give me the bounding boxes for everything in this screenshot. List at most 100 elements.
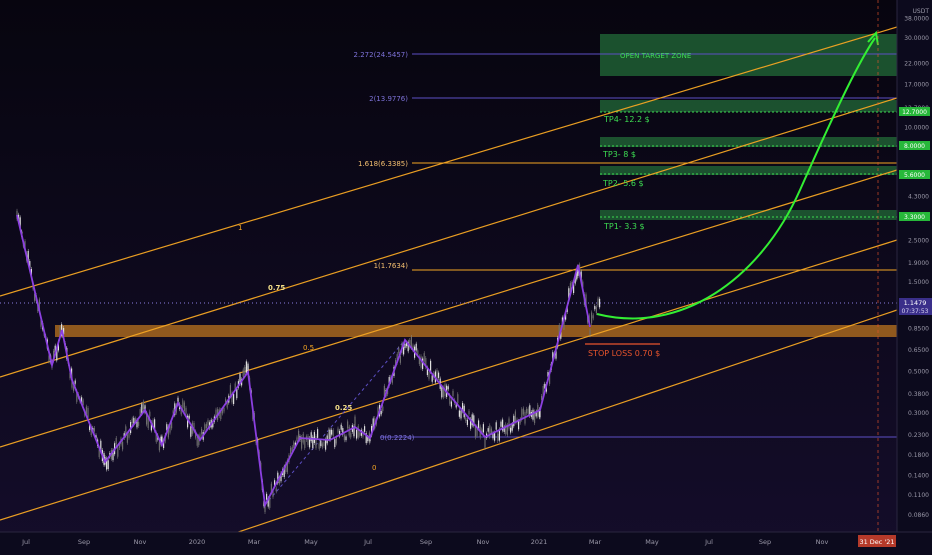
y-tick-label: 0.1100 xyxy=(908,492,929,499)
candle-body xyxy=(592,315,594,319)
x-tick-label: Sep xyxy=(420,538,432,546)
currency-label: USDT xyxy=(913,8,930,15)
candle-body xyxy=(585,294,587,305)
candle-body xyxy=(307,436,309,445)
candle-body xyxy=(372,418,374,429)
candle-body xyxy=(450,401,452,407)
tp4-zone xyxy=(600,100,897,112)
x-tick-label: Mar xyxy=(248,538,261,546)
candle-body xyxy=(395,359,397,366)
candle-body xyxy=(345,436,347,441)
candle-body xyxy=(391,375,393,383)
candle-body xyxy=(169,425,171,433)
candle-body xyxy=(126,434,128,443)
candle-body xyxy=(426,367,428,376)
candle-body xyxy=(320,440,322,447)
candle-body xyxy=(196,437,198,446)
price-scale[interactable] xyxy=(897,0,932,532)
candle-body xyxy=(356,429,358,439)
candle-body xyxy=(447,386,449,390)
candle-body xyxy=(544,383,546,389)
candle-body xyxy=(223,407,225,412)
candle-body xyxy=(85,406,87,414)
candle-body xyxy=(462,403,464,412)
candle-body xyxy=(161,436,163,443)
x-axis-ticks: Jul Sep Nov 2020 Mar May Jul Sep Nov 2021 Mar May Ju… xyxy=(21,538,828,546)
candle-body xyxy=(53,350,55,361)
candle-body xyxy=(460,410,462,419)
fib-levels: 2.272(24.5457) 2(13.9776) 1.618(6.3385) … xyxy=(354,51,897,442)
candle-body xyxy=(149,411,151,417)
candle-body xyxy=(468,411,470,415)
support-zone xyxy=(55,325,897,337)
target-zones xyxy=(600,34,897,220)
candle-body xyxy=(182,400,184,408)
x-tick-label: 2021 xyxy=(531,538,548,546)
candle-body xyxy=(296,437,298,442)
candle-body xyxy=(142,401,144,410)
candle-body xyxy=(138,421,140,426)
x-tick-label: Nov xyxy=(477,538,490,546)
candle-body xyxy=(183,402,185,412)
candle-body xyxy=(360,429,362,436)
candle-body xyxy=(34,293,36,301)
candle-body xyxy=(503,426,505,432)
time-scale[interactable] xyxy=(0,532,932,550)
candle-body xyxy=(57,341,59,351)
candle-body xyxy=(510,427,512,433)
candle-body xyxy=(476,426,478,436)
candle-body xyxy=(455,404,457,408)
candle-body xyxy=(106,458,108,470)
candle-body xyxy=(339,430,341,437)
candle-body xyxy=(506,424,508,435)
y-tick-label: 0.3800 xyxy=(908,391,929,398)
candle-body xyxy=(328,429,330,440)
candle-body xyxy=(73,386,75,391)
candle-body xyxy=(122,441,124,450)
candle-body xyxy=(244,366,246,375)
fib-label-0: 0(0.2224) xyxy=(380,434,415,442)
x-tick-label: Mar xyxy=(589,538,602,546)
candle-body xyxy=(16,210,18,219)
candle-body xyxy=(226,401,228,408)
candle-body xyxy=(458,410,460,417)
y-tick-label: 38.0000 xyxy=(904,16,929,23)
candle-body xyxy=(334,439,336,448)
candle-body xyxy=(511,424,513,431)
price-badges: 12.7000 8.0000 5.6000 3.3000 1.1479 07:3… xyxy=(899,107,932,315)
candle-body xyxy=(63,327,65,335)
candle-body xyxy=(131,418,133,424)
candle-body xyxy=(367,436,369,442)
candle-body xyxy=(315,436,317,448)
x-tick-label: May xyxy=(645,538,659,546)
candle-body xyxy=(478,420,480,429)
candle-body xyxy=(497,433,499,442)
candle-body xyxy=(542,386,544,397)
candle-body xyxy=(535,411,537,417)
candle-body xyxy=(342,428,344,435)
candle-body xyxy=(212,421,214,428)
channel-label-0: 0 xyxy=(372,464,376,472)
candle-body xyxy=(107,460,109,470)
channel-label-075: 0.75 xyxy=(268,284,285,292)
candle-body xyxy=(82,400,84,405)
candle-body xyxy=(293,442,295,448)
candle-body xyxy=(201,428,203,435)
candle-body xyxy=(198,435,200,446)
candle-body xyxy=(171,422,173,429)
candle-body xyxy=(595,306,597,314)
channel-label-1: 1 xyxy=(238,224,242,232)
candle-body xyxy=(274,480,276,487)
candle-body xyxy=(487,428,489,432)
y-tick-label: 0.6500 xyxy=(908,347,929,354)
candle-body xyxy=(177,397,179,403)
candle-body xyxy=(298,430,300,440)
candle-body xyxy=(549,374,551,384)
y-tick-label: 0.3000 xyxy=(908,410,929,417)
candle-body xyxy=(270,483,272,493)
candle-body xyxy=(125,426,127,437)
candle-body xyxy=(442,387,444,398)
